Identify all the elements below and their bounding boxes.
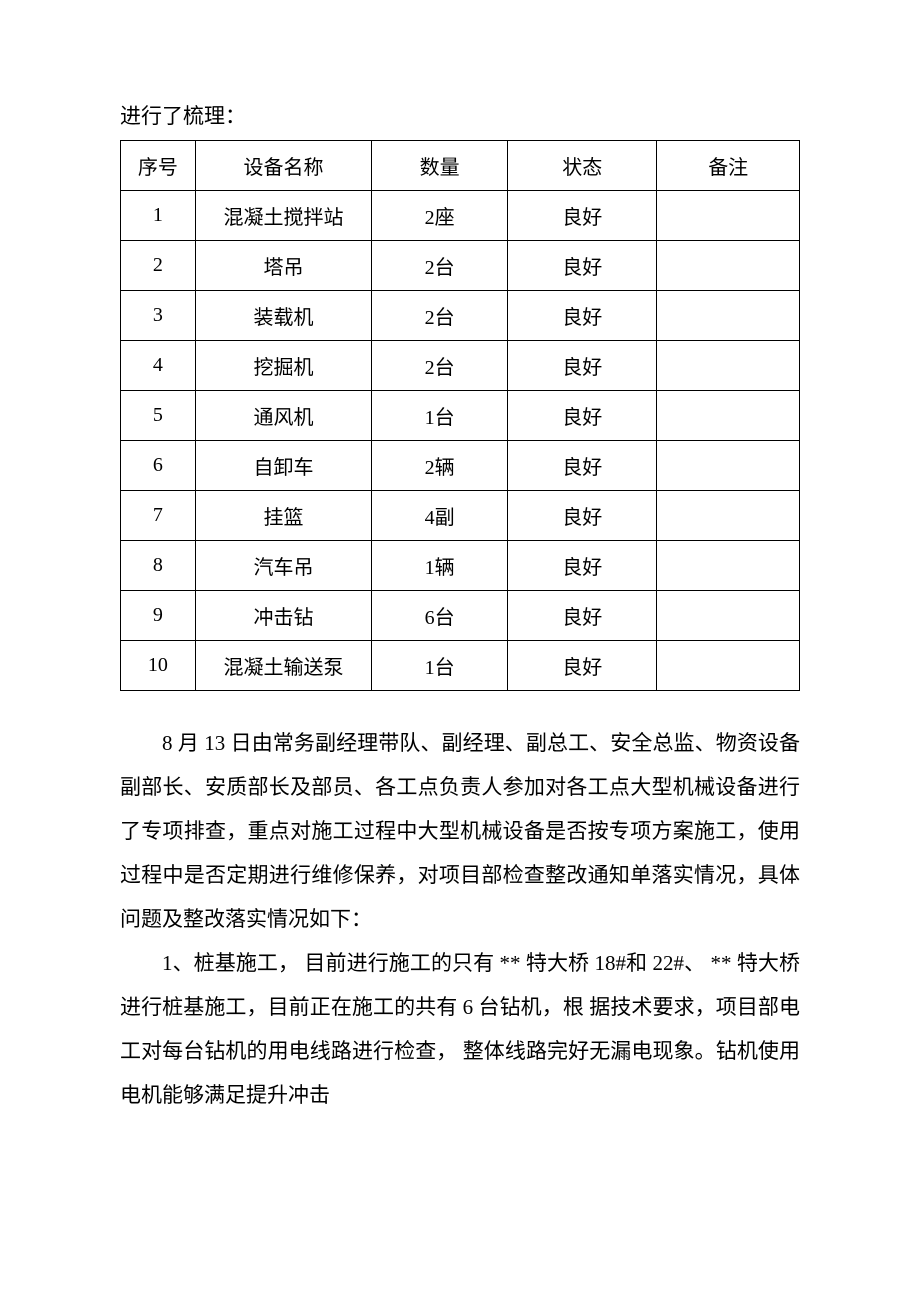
table-row: 3装载机2台良好 (121, 290, 800, 340)
table-cell: 3 (121, 290, 196, 340)
table-cell: 良好 (508, 440, 657, 490)
table-cell (657, 590, 800, 640)
table-cell: 9 (121, 590, 196, 640)
table-cell (657, 340, 800, 390)
table-cell (657, 640, 800, 690)
table-cell: 1台 (372, 390, 508, 440)
table-cell (657, 240, 800, 290)
table-row: 7挂篮4副良好 (121, 490, 800, 540)
equipment-table: 序号 设备名称 数量 状态 备注 1混凝土搅拌站2座良好2塔吊2台良好3装载机2… (120, 140, 800, 691)
table-cell: 良好 (508, 590, 657, 640)
table-row: 5通风机1台良好 (121, 390, 800, 440)
table-cell (657, 390, 800, 440)
table-cell: 良好 (508, 490, 657, 540)
table-cell: 通风机 (195, 390, 372, 440)
table-cell: 挖掘机 (195, 340, 372, 390)
table-row: 2塔吊2台良好 (121, 240, 800, 290)
table-cell: 2座 (372, 190, 508, 240)
body-text: 8 月 13 日由常务副经理带队、副经理、副总工、安全总监、物资设备副部长、安质… (120, 721, 800, 1118)
table-cell: 2辆 (372, 440, 508, 490)
table-cell: 1台 (372, 640, 508, 690)
col-header-status: 状态 (508, 140, 657, 190)
table-body: 1混凝土搅拌站2座良好2塔吊2台良好3装载机2台良好4挖掘机2台良好5通风机1台… (121, 190, 800, 690)
table-cell: 2 (121, 240, 196, 290)
table-cell: 2台 (372, 240, 508, 290)
intro-text: 进行了梳理： (120, 100, 800, 134)
table-cell: 良好 (508, 290, 657, 340)
table-cell: 2台 (372, 290, 508, 340)
table-cell (657, 440, 800, 490)
table-cell: 装载机 (195, 290, 372, 340)
table-row: 8汽车吊1辆良好 (121, 540, 800, 590)
paragraph: 8 月 13 日由常务副经理带队、副经理、副总工、安全总监、物资设备副部长、安质… (120, 721, 800, 941)
table-row: 4挖掘机2台良好 (121, 340, 800, 390)
paragraph: 1、桩基施工， 目前进行施工的只有 ** 特大桥 18#和 22#、 ** 特大… (120, 941, 800, 1117)
table-cell: 良好 (508, 540, 657, 590)
col-header-note: 备注 (657, 140, 800, 190)
table-cell: 冲击钻 (195, 590, 372, 640)
table-cell: 6台 (372, 590, 508, 640)
table-cell: 1 (121, 190, 196, 240)
table-cell: 5 (121, 390, 196, 440)
table-cell: 良好 (508, 640, 657, 690)
table-cell (657, 490, 800, 540)
table-cell: 良好 (508, 390, 657, 440)
table-cell: 挂篮 (195, 490, 372, 540)
table-row: 9冲击钻6台良好 (121, 590, 800, 640)
table-cell: 混凝土搅拌站 (195, 190, 372, 240)
table-cell: 1辆 (372, 540, 508, 590)
col-header-qty: 数量 (372, 140, 508, 190)
table-cell: 良好 (508, 190, 657, 240)
table-cell: 4副 (372, 490, 508, 540)
table-header-row: 序号 设备名称 数量 状态 备注 (121, 140, 800, 190)
table-cell: 7 (121, 490, 196, 540)
table-cell: 自卸车 (195, 440, 372, 490)
table-cell: 10 (121, 640, 196, 690)
table-cell: 混凝土输送泵 (195, 640, 372, 690)
table-cell: 4 (121, 340, 196, 390)
table-cell: 良好 (508, 340, 657, 390)
table-cell (657, 290, 800, 340)
col-header-seq: 序号 (121, 140, 196, 190)
table-row: 6自卸车2辆良好 (121, 440, 800, 490)
table-cell (657, 540, 800, 590)
table-row: 10混凝土输送泵1台良好 (121, 640, 800, 690)
table-row: 1混凝土搅拌站2座良好 (121, 190, 800, 240)
table-cell: 汽车吊 (195, 540, 372, 590)
table-cell: 6 (121, 440, 196, 490)
table-cell: 塔吊 (195, 240, 372, 290)
table-cell: 良好 (508, 240, 657, 290)
table-cell (657, 190, 800, 240)
col-header-name: 设备名称 (195, 140, 372, 190)
table-cell: 8 (121, 540, 196, 590)
table-cell: 2台 (372, 340, 508, 390)
